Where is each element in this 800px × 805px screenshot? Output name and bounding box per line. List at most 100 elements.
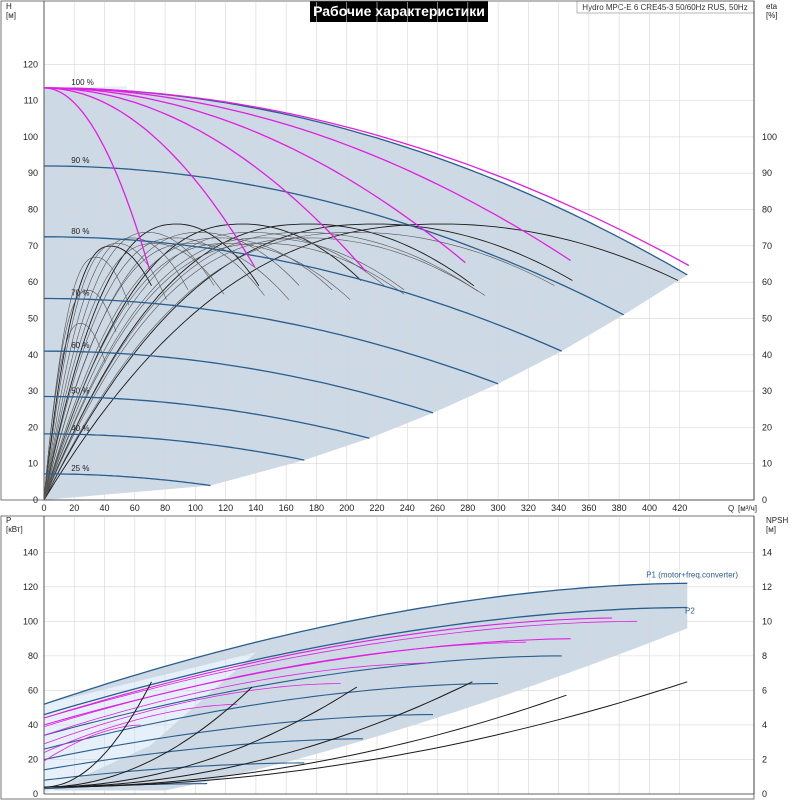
- x-tick-label-13: 260: [430, 503, 445, 513]
- power-level-curve-6: [43, 762, 305, 781]
- max-speed-curve-3: [43, 87, 466, 264]
- top-right-tick-label-1: 10: [762, 459, 772, 469]
- bottom-right-tick-label-7: 14: [762, 547, 772, 557]
- head-curve-6: [44, 433, 305, 461]
- top-left-tick-label-2: 20: [28, 422, 38, 432]
- bottom-left-tick-label-6: 120: [23, 582, 38, 592]
- x-tick-label-0: 0: [41, 503, 46, 513]
- top-left-tick-label-9: 90: [28, 168, 38, 178]
- max-speed-curves: [43, 87, 690, 273]
- efficiency-curve-15: [43, 237, 333, 501]
- x-tick-label-2: 40: [100, 503, 110, 513]
- power-level-curve-3: [43, 682, 499, 750]
- x-axis-title: Q: [728, 504, 734, 513]
- x-tick-label-19: 380: [612, 503, 627, 513]
- bottom-right-tick-label-0: 0: [762, 789, 767, 799]
- bottom-left-tick-label-5: 100: [23, 616, 38, 626]
- x-tick-label-3: 60: [130, 503, 140, 513]
- top-panel: 0 20 40 60 80 100 120 140 160 180 200 220 240 260 280 3…: [0, 0, 777, 513]
- x-tick-label-17: 340: [551, 503, 566, 513]
- bottom-right-tick-label-4: 8: [762, 651, 767, 661]
- npsh-curve-5: [43, 681, 688, 788]
- top-left-tick-label-4: 40: [28, 350, 38, 360]
- x-tick-label-11: 220: [369, 503, 384, 513]
- bottom-panel: 0 20 40 60 80 100 120 140 0 2 4 6 8 10 12 14 P1 (motor+f…: [0, 515, 772, 800]
- bottom-right-axis-unit: [м]: [766, 525, 776, 534]
- top-left-axis-title: H: [6, 2, 12, 11]
- bottom-left-tick-label-0: 0: [33, 789, 38, 799]
- efficiency-curve-9: [43, 231, 385, 501]
- x-tick-label-7: 140: [248, 503, 263, 513]
- title-box: Рабочие характеристики: [310, 1, 488, 22]
- power-series-1: [43, 606, 688, 716]
- power-level-curve-4: [43, 714, 433, 761]
- top-right-tick-label-4: 40: [762, 350, 772, 360]
- x-tick-label-12: 240: [400, 503, 415, 513]
- max-speed-curve-5: [43, 87, 690, 267]
- power-fan-curve-1: [43, 703, 237, 753]
- top-left-tick-label-5: 50: [28, 313, 38, 323]
- top-right-tick-label-5: 50: [762, 313, 772, 323]
- power-level-curve-2: [43, 655, 562, 736]
- model-label: Hydro MPC-E 6 CRE45-3 50/60Hz RUS, 50Hz: [582, 3, 747, 12]
- p2-label: P2: [685, 607, 695, 616]
- top-left-tick-label-11: 110: [24, 96, 38, 106]
- power-fan-curve-3: [43, 662, 430, 736]
- efficiency-curve-10: [43, 231, 479, 501]
- head-curve-2: [44, 236, 562, 352]
- bottom-left-tick-label-2: 40: [28, 720, 38, 730]
- x-tick-label-9: 180: [309, 503, 324, 513]
- power-curves: P1 (motor+freq.converter) P2: [43, 570, 738, 790]
- max-speed-curve-2: [43, 87, 367, 273]
- head-curve-3: [44, 297, 499, 385]
- top-right-tick-label-7: 70: [762, 241, 772, 251]
- power-fan-curve-2: [43, 683, 341, 745]
- top-right-tick-label-8: 80: [762, 205, 772, 215]
- power-level-curve-0: [43, 617, 613, 719]
- bottom-operating-envelope: [44, 583, 688, 791]
- x-tick-label-8: 160: [279, 503, 294, 513]
- efficiency-curve-2: [43, 223, 362, 501]
- top-right-tick-label-0: 0: [762, 495, 767, 505]
- x-tick-label-16: 320: [521, 503, 536, 513]
- top-left-tick-label-8: 80: [28, 205, 38, 215]
- efficiency-curve-23: [43, 243, 405, 501]
- bottom-right-tick-label-3: 6: [762, 685, 767, 695]
- chart-title: Рабочие характеристики: [313, 3, 485, 19]
- efficiency-curve-0: [43, 245, 152, 501]
- bottom-left-axis-title: P: [6, 516, 11, 525]
- x-tick-label-14: 280: [460, 503, 475, 513]
- top-left-tick-label-7: 70: [28, 241, 38, 251]
- npsh-curve-1: [43, 686, 253, 788]
- speed-label-7: 25 %: [71, 464, 89, 473]
- x-tick-label-18: 360: [581, 503, 596, 513]
- top-right-tick-label-9: 90: [762, 168, 772, 178]
- speed-label-0: 100 %: [71, 78, 94, 87]
- top-right-tick-label-2: 20: [762, 422, 772, 432]
- bottom-right-axis-title: NPSH: [766, 516, 788, 525]
- top-right-tick-label-10: 100: [762, 132, 777, 142]
- top-left-tick-label-3: 30: [28, 386, 38, 396]
- head-curve-1: [44, 165, 624, 316]
- bottom-left-tick-label-1: 20: [28, 754, 38, 764]
- efficiency-curves: [43, 223, 679, 501]
- speed-label-3: 70 %: [71, 288, 89, 297]
- bottom-right-tick-label-6: 12: [762, 582, 772, 592]
- power-series-0: [43, 582, 688, 705]
- power-fan-curve-5: [43, 620, 638, 719]
- bottom-left-tick-label-4: 80: [28, 651, 38, 661]
- x-tick-label-5: 100: [188, 503, 203, 513]
- speed-label-4: 60 %: [71, 341, 89, 350]
- efficiency-curve-16: [43, 237, 405, 501]
- x-axis-unit: [м³/ч]: [738, 504, 757, 513]
- npsh-curve-4: [43, 694, 567, 788]
- x-tick-label-4: 80: [160, 503, 170, 513]
- bottom-right-tick-label-5: 10: [762, 616, 772, 626]
- x-tick-label-15: 300: [491, 503, 506, 513]
- speed-label-2: 80 %: [71, 227, 89, 236]
- speed-label-1: 90 %: [71, 156, 89, 165]
- x-tick-label-1: 20: [69, 503, 79, 513]
- top-right-axis-unit: [%]: [766, 11, 778, 20]
